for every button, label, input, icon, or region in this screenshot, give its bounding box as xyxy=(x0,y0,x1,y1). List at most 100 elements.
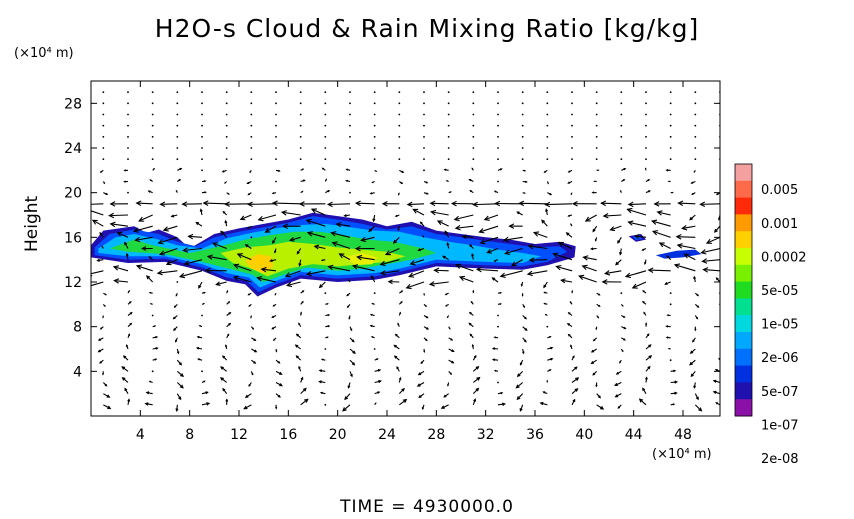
wind-vector-head xyxy=(592,372,596,376)
cloud-hotspot xyxy=(245,254,274,274)
wind-vector xyxy=(332,242,351,250)
wind-vector-head xyxy=(468,311,472,315)
wind-vector xyxy=(160,203,178,205)
y-tick-label: 12 xyxy=(64,275,82,291)
wind-vector-head xyxy=(121,376,126,381)
wind-vector xyxy=(497,102,499,105)
wind-vector xyxy=(595,102,598,105)
wind-vector-head xyxy=(549,369,552,372)
x-tick-label: 28 xyxy=(427,427,445,443)
wind-vector xyxy=(423,124,425,127)
wind-vector-head xyxy=(377,391,381,394)
wind-vector xyxy=(527,270,548,275)
wind-vector-head xyxy=(327,325,331,328)
wind-vector-head xyxy=(222,355,226,359)
wind-vector-head xyxy=(516,396,521,401)
wind-vector-head xyxy=(85,284,90,288)
wind-vector xyxy=(225,135,228,138)
wind-vector-head xyxy=(475,365,480,370)
y-tick-label: 16 xyxy=(64,230,82,246)
wind-vector-head xyxy=(722,336,724,337)
wind-vector-head xyxy=(326,336,329,339)
wind-vector-head xyxy=(695,317,699,320)
wind-vector-head xyxy=(653,201,660,207)
wind-vector xyxy=(250,91,253,94)
wind-vector-head xyxy=(528,257,535,263)
wind-vector-head xyxy=(571,289,574,293)
wind-vector-head xyxy=(667,180,670,183)
wind-vector-head xyxy=(284,272,291,278)
wind-vector-head xyxy=(672,403,676,406)
wind-vector-head xyxy=(102,316,104,319)
wind-vector xyxy=(472,147,475,149)
wind-vector-head xyxy=(426,327,430,330)
wind-vector xyxy=(373,147,376,149)
wind-vector xyxy=(620,158,623,161)
wind-vector-head xyxy=(154,358,158,361)
wind-vector xyxy=(299,102,302,105)
wind-vector-head xyxy=(450,200,457,207)
wind-vector-head xyxy=(471,253,475,257)
wind-vector xyxy=(385,247,400,255)
wind-vector xyxy=(203,202,227,205)
wind-vector-head xyxy=(129,322,133,326)
wind-vector xyxy=(669,135,672,138)
wind-vector xyxy=(398,91,401,94)
wind-vector-head xyxy=(645,376,648,380)
wind-vector xyxy=(176,382,184,389)
wind-vector xyxy=(423,113,425,116)
wind-vector-head xyxy=(646,333,650,337)
wind-vector xyxy=(431,211,449,216)
wind-vector xyxy=(423,91,425,94)
wind-vector-head xyxy=(615,371,619,375)
wind-vector-head xyxy=(647,179,651,182)
wind-vector xyxy=(676,236,696,238)
wind-vector-head xyxy=(600,406,605,410)
wind-vector xyxy=(497,124,499,127)
wind-vector-head xyxy=(547,182,549,185)
wind-vector-head xyxy=(499,303,502,306)
wind-vector-head xyxy=(275,406,278,410)
wind-vector xyxy=(281,211,301,216)
wind-vector-head xyxy=(123,180,126,183)
wind-vector xyxy=(410,259,425,265)
wind-vector-head xyxy=(155,336,159,339)
wind-vector-head xyxy=(203,180,207,183)
wind-vector-head xyxy=(426,192,429,195)
wind-vector-head xyxy=(335,221,342,228)
wind-vector xyxy=(349,91,351,94)
wind-vector-head xyxy=(326,201,333,208)
wind-vector xyxy=(472,102,475,105)
wind-vector xyxy=(324,102,327,105)
wind-vector-head xyxy=(417,248,421,252)
colorbar-label: 5e-05 xyxy=(761,284,799,299)
wind-vector xyxy=(423,158,425,161)
wind-vector-head xyxy=(153,325,157,328)
wind-vector xyxy=(275,180,277,183)
wind-vector-head xyxy=(623,315,626,318)
wind-vector xyxy=(151,147,154,149)
wind-vector xyxy=(472,388,479,395)
wind-vector-head xyxy=(149,179,152,182)
wind-vector xyxy=(216,281,227,286)
wind-vector-head xyxy=(597,169,600,172)
wind-vector xyxy=(455,264,474,272)
wind-vector xyxy=(135,236,153,241)
wind-vector-head xyxy=(424,304,427,308)
wind-vector-head xyxy=(458,275,466,282)
wind-vector-head xyxy=(271,327,275,330)
wind-vector-head xyxy=(633,233,640,239)
wind-vector xyxy=(409,270,425,278)
wind-vector xyxy=(694,113,697,116)
x-tick-label: 24 xyxy=(378,427,396,443)
wind-vector xyxy=(102,158,105,161)
x-tick-label: 48 xyxy=(674,427,692,443)
wind-vector xyxy=(225,147,228,149)
wind-vector-head xyxy=(195,346,200,350)
wind-vector xyxy=(237,253,252,261)
wind-vector-head xyxy=(681,225,688,231)
wind-vector-head xyxy=(475,266,482,273)
wind-vector-head xyxy=(173,305,177,308)
wind-vector-head xyxy=(306,231,313,237)
